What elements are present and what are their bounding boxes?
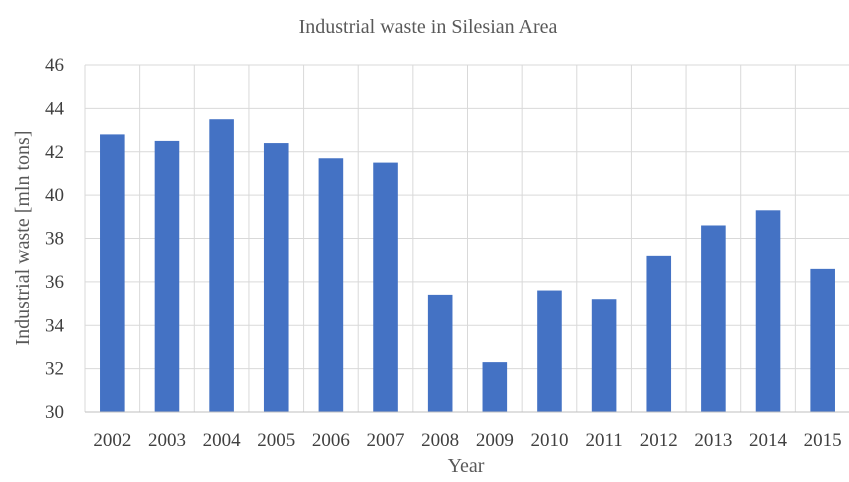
bar-2006 (318, 158, 344, 412)
bar-2013 (701, 225, 726, 412)
x-tick-label: 2009 (476, 430, 514, 451)
bar-2011 (591, 299, 617, 412)
bars (100, 119, 835, 412)
y-tick-label: 46 (45, 55, 64, 76)
x-tick-label: 2013 (694, 430, 732, 451)
x-tick-label: 2007 (367, 430, 405, 451)
y-tick-label: 40 (45, 185, 64, 206)
x-tick-label: 2004 (203, 430, 242, 451)
bar-2005 (263, 143, 289, 412)
y-axis-title: Industrial waste [mln tons] (12, 131, 34, 346)
x-tick-label: 2011 (585, 430, 622, 451)
bar-2003 (154, 140, 180, 412)
x-tick-label: 2005 (257, 430, 295, 451)
bar-2009 (482, 362, 508, 412)
x-tick-label: 2012 (640, 430, 678, 451)
x-tick-label: 2003 (148, 430, 186, 451)
x-tick-labels: 2002 2003 2004 2005 2006 2007 2008 2009 2010 2011… (93, 430, 841, 451)
y-tick-labels: 30 32 34 36 38 40 42 44 46 (45, 55, 65, 423)
x-tick-label: 2010 (530, 430, 568, 451)
x-tick-label: 2008 (421, 430, 459, 451)
y-tick-label: 36 (45, 272, 64, 293)
x-tick-label: 2015 (804, 430, 842, 451)
bar-2008 (427, 294, 453, 412)
bar-2012 (646, 255, 672, 412)
bar-2002 (100, 134, 125, 412)
y-tick-label: 38 (45, 229, 64, 250)
bar-2007 (373, 162, 398, 412)
y-tick-label: 34 (45, 315, 65, 336)
bar-2015 (810, 268, 835, 412)
x-axis-title: Year (448, 455, 485, 477)
bar-2010 (537, 290, 562, 412)
x-tick-label: 2002 (93, 430, 131, 451)
chart-title: Industrial waste in Silesian Area (299, 16, 558, 38)
x-tick-label: 2014 (749, 430, 788, 451)
bar-2004 (209, 119, 234, 412)
x-tick-label: 2006 (312, 430, 350, 451)
y-tick-label: 44 (45, 98, 65, 119)
y-tick-label: 42 (45, 142, 64, 163)
bar-2014 (755, 210, 781, 412)
y-tick-label: 32 (45, 359, 64, 380)
gridlines (84, 64, 849, 412)
y-tick-label: 30 (45, 402, 64, 423)
